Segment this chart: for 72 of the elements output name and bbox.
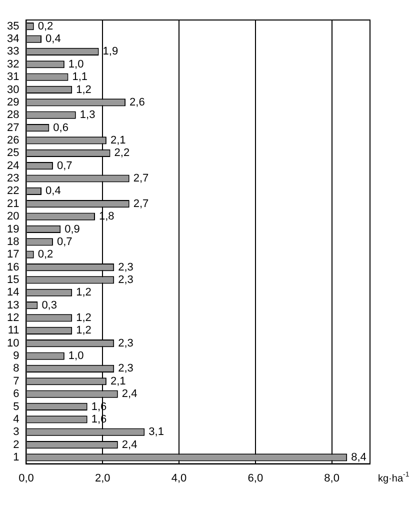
data-label: 0,4 [46,33,61,46]
data-label: 1,2 [76,324,92,337]
data-label: 1,1 [72,71,88,84]
y-tick-label: 21 [6,198,20,210]
y-tick-label: 9 [13,350,20,362]
data-label: 1,3 [80,109,96,122]
data-label: 3,1 [148,426,164,438]
data-label: 0,2 [38,20,54,32]
y-tick-label: 12 [6,312,20,324]
data-label: 2,3 [118,362,134,375]
y-tick-label: 6 [13,388,20,400]
data-label: 2,3 [118,274,134,286]
data-label: 2,3 [118,337,134,350]
data-label: 0,6 [53,122,68,134]
x-tick-label: 4,0 [171,472,187,484]
y-tick-label: 30 [6,84,20,96]
x-tick-label: 0,0 [18,472,34,484]
y-tick-label: 20 [6,210,20,223]
data-label: 1,9 [102,46,118,58]
data-label: 0,2 [38,248,54,261]
data-label: 2,1 [110,134,126,146]
y-tick-label: 8 [13,362,20,375]
data-label: 0,3 [42,299,57,312]
y-tick-label: 35 [6,20,20,32]
y-tick-label: 33 [6,46,20,58]
data-label: 2,6 [130,96,145,108]
data-label: 2,4 [122,388,138,400]
data-label: 1,0 [68,58,84,70]
x-tick-label: 2,0 [94,472,110,484]
y-tick-label: 13 [6,299,20,312]
x-tick-label: 8,0 [324,472,340,484]
y-tick-label: 29 [6,96,20,108]
y-tick-label: 16 [6,261,20,274]
y-tick-label: 34 [6,33,20,46]
y-tick-label: 3 [13,426,20,438]
data-label: 1,2 [76,286,92,299]
data-label: 2,1 [110,375,126,388]
y-tick-label: 32 [6,58,20,70]
y-tick-label: 4 [13,413,20,426]
x-tick-label: 6,0 [248,472,264,484]
y-tick-label: 15 [6,274,20,286]
data-label: 0,4 [46,185,61,198]
data-label: 2,3 [118,261,134,274]
data-label: 0,9 [64,223,80,236]
y-tick-label: 10 [6,337,20,350]
data-label: 0,7 [56,160,72,172]
data-label: 2,7 [133,198,149,210]
data-label: 1,2 [76,84,92,96]
y-tick-label: 18 [6,236,20,248]
data-label: 0,7 [56,236,72,248]
data-label: 2,7 [133,172,149,185]
y-tick-label: 25 [6,147,20,160]
y-tick-label: 26 [6,134,20,146]
data-label: 8,4 [351,451,366,464]
y-tick-label: 5 [13,400,20,413]
y-tick-label: 23 [6,172,20,185]
y-tick-label: 27 [6,122,20,134]
y-tick-label: 31 [6,71,20,84]
y-tick-label: 11 [8,324,20,337]
y-tick-label: 14 [6,286,20,299]
data-label: 1,0 [68,350,84,362]
data-label: 1,2 [76,312,92,324]
y-tick-label: 7 [13,375,20,388]
y-tick-label: 19 [6,223,20,236]
y-tick-label: 17 [6,248,20,261]
data-label: 2,2 [114,147,130,160]
y-tick-label: 22 [6,185,20,198]
y-tick-label: 2 [13,438,20,451]
y-tick-label: 28 [6,109,20,122]
y-tick-label: 24 [6,160,20,172]
data-label: 2,4 [122,438,138,451]
y-tick-label: 1 [13,451,20,464]
